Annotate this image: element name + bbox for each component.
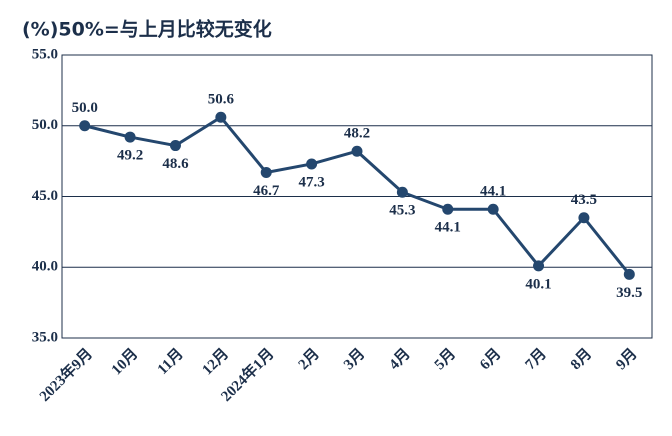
- y-tick-label: 35.0: [32, 329, 58, 345]
- data-label: 49.2: [117, 148, 143, 164]
- x-tick-label: 5月: [431, 345, 459, 373]
- data-point: [442, 203, 454, 215]
- data-point: [306, 158, 318, 170]
- data-point: [260, 166, 272, 178]
- data-label: 45.3: [389, 203, 415, 219]
- x-tick-label: 3月: [340, 345, 368, 373]
- y-tick-label: 40.0: [32, 259, 58, 275]
- data-label: 43.5: [571, 192, 597, 208]
- data-point: [396, 186, 408, 198]
- data-label: 46.7: [253, 183, 280, 199]
- x-tick-label: 4月: [386, 345, 414, 373]
- data-point: [124, 131, 136, 143]
- y-tick-label: 50.0: [32, 117, 58, 133]
- data-label: 50.6: [208, 92, 235, 108]
- chart-title: (%)50%=与上月比较无变化: [22, 18, 272, 41]
- x-tick-label: 9月: [613, 345, 641, 373]
- x-tick-label: 7月: [522, 345, 550, 373]
- data-label: 44.1: [480, 184, 506, 200]
- data-point: [351, 145, 363, 157]
- data-point: [215, 111, 227, 123]
- y-tick-label: 55.0: [32, 46, 58, 62]
- data-label: 40.1: [525, 276, 551, 292]
- data-label: 48.6: [162, 156, 189, 172]
- data-point: [578, 212, 590, 224]
- data-label: 44.1: [435, 220, 461, 236]
- data-label: 39.5: [616, 285, 642, 301]
- data-label: 47.3: [298, 174, 324, 190]
- data-point: [533, 260, 545, 272]
- x-tick-label: 12月: [199, 345, 232, 378]
- x-tick-label: 11月: [154, 345, 187, 378]
- y-tick-label: 45.0: [32, 188, 58, 204]
- data-point: [79, 120, 91, 132]
- data-point: [487, 203, 499, 215]
- data-point: [623, 268, 635, 280]
- x-tick-label: 2023年9月: [35, 345, 95, 405]
- x-tick-label: 10月: [108, 345, 141, 378]
- x-tick-label: 2月: [295, 345, 323, 373]
- x-tick-label: 8月: [567, 345, 595, 373]
- data-label: 48.2: [344, 126, 370, 142]
- x-tick-label: 6月: [476, 345, 504, 373]
- data-point: [169, 140, 181, 152]
- data-label: 50.0: [72, 100, 98, 116]
